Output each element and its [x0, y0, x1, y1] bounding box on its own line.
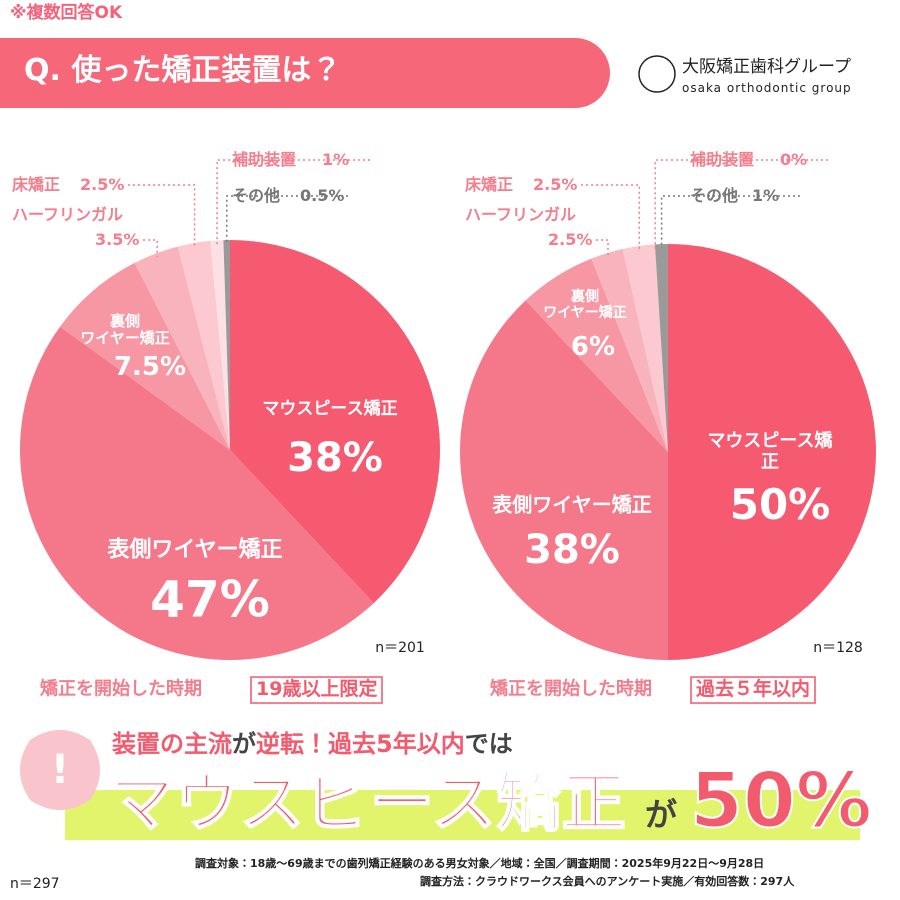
slice-value: 38% — [524, 527, 620, 573]
alert-icon: ! — [51, 747, 69, 793]
question-bar — [0, 38, 610, 108]
slice-label: その他 — [690, 185, 739, 205]
slice-value: 2.5% — [80, 174, 125, 194]
note: ※複数回答OK — [10, 3, 123, 23]
condition-label: 矯正を開始した時期 — [40, 678, 202, 700]
slice-label: 補助装置 — [690, 149, 755, 169]
slice-value: 50% — [729, 479, 831, 529]
leader-line — [654, 159, 828, 249]
leader-line — [143, 239, 158, 258]
leader-line — [128, 184, 196, 248]
sample-size: n＝201 — [375, 639, 425, 656]
slice-value: 7.5% — [113, 352, 187, 383]
condition: 19歳以上限定 — [250, 676, 384, 704]
slice-label: ハーフリンガル — [12, 204, 124, 224]
pie-slice — [223, 240, 230, 450]
pie-slice — [668, 244, 876, 660]
headline-part: では — [464, 730, 513, 759]
headline-part: 逆転！ — [256, 730, 328, 759]
condition-label: 矯正を開始した時期 — [490, 678, 652, 700]
total-n: n＝297 — [10, 876, 60, 892]
pie-slice — [622, 244, 668, 452]
alert-badge — [20, 730, 100, 810]
highlight-band — [65, 790, 860, 840]
slice-value: 2.5% — [548, 229, 593, 249]
slice-label: 床矯正 — [12, 174, 61, 194]
pie-slice — [459, 300, 668, 660]
slice-label: マウスピース矯正 — [262, 399, 398, 420]
slice-label: ハーフリンガル — [465, 204, 577, 224]
slice-value: 3.5% — [95, 229, 140, 249]
leader-line — [226, 195, 348, 245]
logo-mark — [638, 55, 676, 93]
leader-line — [660, 195, 800, 249]
slice-value: 47% — [150, 570, 270, 629]
slice-label: 床矯正 — [465, 174, 514, 194]
headline-particle: が — [645, 795, 678, 834]
slice-value: 2.5% — [533, 174, 578, 194]
slice-label: 裏側 ワイヤー矯正 — [80, 311, 170, 347]
slice-value: 38% — [287, 435, 383, 481]
pie-slice — [134, 246, 230, 450]
logo-sub: osaka orthodontic group — [682, 81, 852, 95]
headline-big: マウスピース矯正 — [109, 767, 627, 842]
pie-slice — [19, 326, 374, 661]
condition: 過去５年以内 — [690, 676, 817, 704]
slice-label: 表側ワイヤー矯正 — [492, 492, 652, 517]
slice-label: マウスピース矯正 — [707, 430, 833, 472]
headline-part: 装置の主流 — [112, 730, 232, 759]
headline-figure: 50% — [689, 755, 873, 845]
logo-name: 大阪矯正歯科グループ — [682, 57, 851, 77]
slice-value: 6% — [570, 332, 616, 363]
leader-line — [581, 184, 641, 251]
slice-label: 補助装置 — [232, 149, 297, 169]
slice-label: 表側ワイヤー矯正 — [107, 537, 283, 563]
pie-slice — [525, 258, 668, 452]
pie-slice — [654, 244, 668, 452]
slice-value: 0% — [780, 149, 808, 169]
pie-slice — [230, 240, 441, 604]
slice-value: 1% — [322, 149, 350, 169]
headline-part: が — [232, 730, 256, 759]
leader-line — [216, 159, 370, 245]
pie-slice — [591, 249, 668, 452]
slice-label: その他 — [232, 185, 281, 205]
question: Q. 使った矯正装置は？ — [24, 53, 342, 88]
slice-value: 1% — [752, 185, 780, 205]
pie-slice — [210, 240, 230, 450]
footer-line: 調査方法：クラウドワークス会員へのアンケート実施／有効回答数：297人 — [420, 875, 795, 888]
pie-slice — [177, 240, 230, 450]
headline-part: 過去5年以内 — [328, 730, 465, 759]
footer-line: 調査対象：18歳～69歳までの歯列矯正経験のある男女対象／地域：全国／調査期間：… — [195, 857, 765, 870]
sample-size: n＝128 — [813, 639, 863, 656]
pie-slice — [60, 262, 230, 450]
slice-label: 裏側 ワイヤー矯正 — [543, 288, 627, 321]
slice-value: 0.5% — [300, 185, 345, 205]
